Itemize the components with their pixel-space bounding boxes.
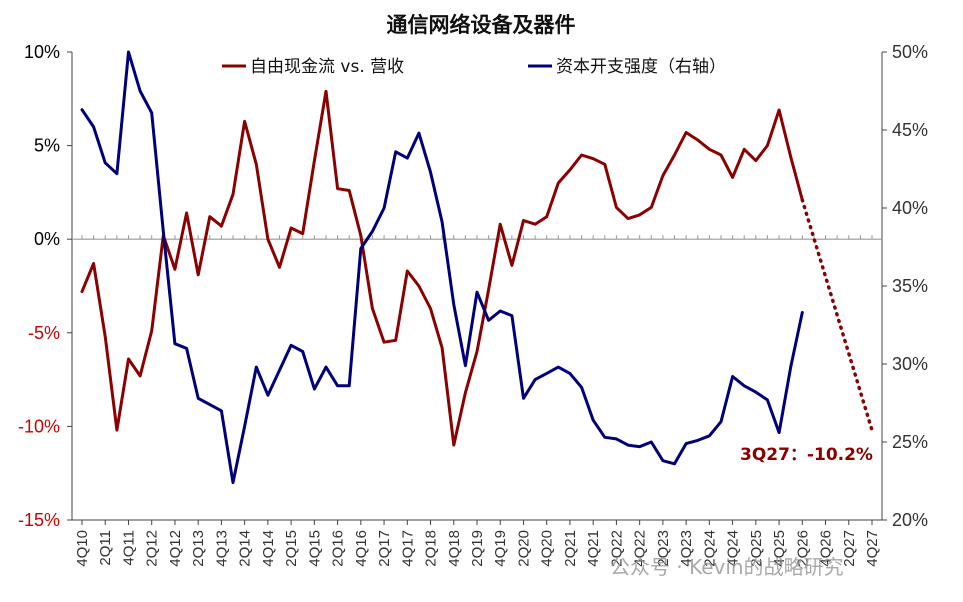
x-tick-label: 4Q27	[864, 530, 881, 567]
x-tick-label: 4Q13	[213, 530, 230, 567]
left-tick-label: -10%	[18, 416, 60, 436]
x-tick-label: 2Q27	[841, 530, 858, 567]
fcf-forecast-line	[800, 198, 874, 432]
left-tick-label: 5%	[34, 136, 60, 156]
x-tick-label: 2Q19	[469, 530, 486, 567]
x-tick-label: 2Q26	[794, 530, 811, 567]
x-tick-label: 4Q11	[120, 530, 137, 566]
x-tick-label: 2Q18	[423, 530, 440, 567]
forecast-annotation: 3Q27：-10.2%	[740, 445, 873, 465]
x-tick-label: 2Q17	[376, 530, 393, 567]
x-tick-label: 2Q16	[330, 530, 347, 567]
x-axis-ticks: 4Q10 2Q11 4Q11 2Q12 4Q12 2Q13 4Q13 2Q14 4Q14 2Q15…	[74, 520, 881, 567]
right-tick-label: 20%	[892, 510, 928, 530]
right-tick-label: 35%	[892, 276, 928, 296]
x-tick-label: 4Q23	[678, 530, 695, 567]
right-tick-label: 45%	[892, 120, 928, 140]
x-tick-label: 4Q18	[446, 530, 463, 567]
chart-title: 通信网络设备及器件	[387, 13, 576, 37]
legend: 自由现金流 vs. 营收 资本开支强度（右轴）	[222, 57, 726, 77]
fcf-series-line	[80, 89, 804, 447]
capex-series-line	[80, 50, 804, 485]
x-tick-label: 2Q15	[283, 530, 300, 567]
right-tick-label: 40%	[892, 198, 928, 218]
x-tick-label: 2Q13	[190, 530, 207, 567]
x-tick-label: 4Q16	[353, 530, 370, 567]
legend-label-capex: 资本开支强度（右轴）	[556, 57, 726, 77]
x-tick-label: 2Q21	[562, 530, 579, 567]
x-tick-label: 2Q11	[97, 530, 114, 566]
x-tick-label: 4Q26	[818, 530, 835, 567]
x-tick-label: 4Q15	[306, 530, 323, 567]
left-tick-label: -15%	[18, 510, 60, 530]
x-tick-label: 4Q14	[260, 530, 277, 567]
left-tick-label: 0%	[34, 229, 60, 249]
left-axis-ticks: 10% 5% 0% -5% -10% -15%	[18, 42, 72, 530]
x-tick-label: 2Q20	[515, 530, 532, 567]
right-tick-label: 30%	[892, 354, 928, 374]
x-tick-label: 2Q14	[237, 530, 254, 567]
x-tick-label: 4Q21	[585, 530, 602, 567]
x-tick-label: 2Q23	[655, 530, 672, 567]
left-tick-label: -5%	[28, 323, 60, 343]
legend-label-fcf: 自由现金流 vs. 营收	[250, 57, 404, 77]
watermark: 公众号 · Kevin的战略研究	[610, 555, 844, 579]
series-group	[80, 50, 874, 485]
x-tick-label: 4Q19	[492, 530, 509, 567]
x-tick-label: 4Q22	[632, 530, 649, 567]
right-tick-label: 25%	[892, 432, 928, 452]
x-tick-label: 4Q17	[399, 530, 416, 567]
right-tick-label: 50%	[892, 42, 928, 62]
x-tick-label: 2Q25	[748, 530, 765, 567]
left-tick-label: 10%	[24, 42, 60, 62]
x-tick-label: 2Q24	[701, 530, 718, 567]
right-axis-ticks: 50% 45% 40% 35% 30% 25% 20%	[882, 42, 928, 530]
x-tick-label: 2Q12	[144, 530, 161, 567]
x-tick-label: 4Q24	[725, 530, 742, 567]
x-tick-label: 4Q25	[771, 530, 788, 567]
x-tick-label: 4Q12	[167, 530, 184, 567]
x-tick-label: 4Q20	[539, 530, 556, 567]
x-tick-label: 4Q10	[74, 530, 91, 567]
x-tick-label: 2Q22	[608, 530, 625, 567]
